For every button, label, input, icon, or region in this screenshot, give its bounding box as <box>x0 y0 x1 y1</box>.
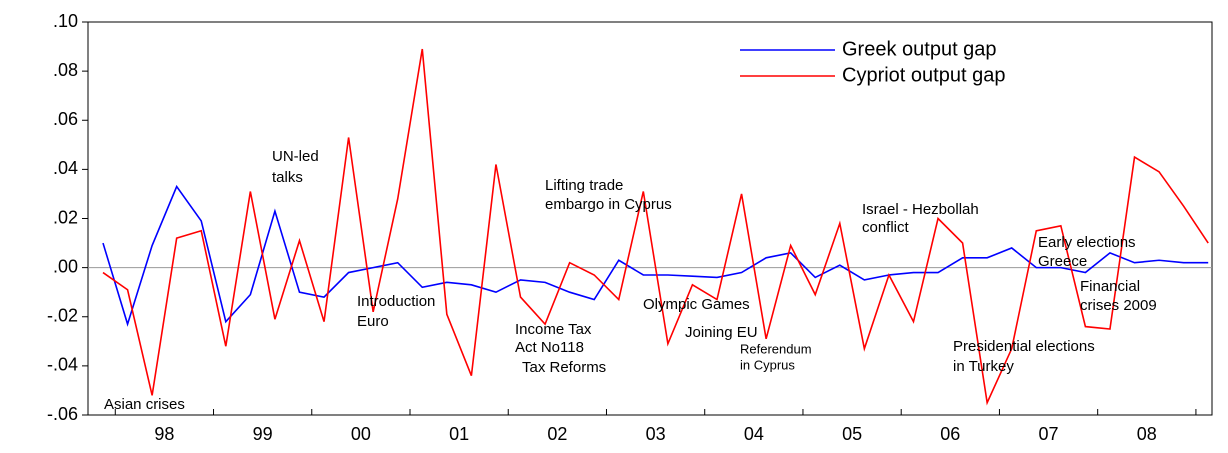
y-tick-label: -.04 <box>47 355 78 375</box>
annotation: crises 2009 <box>1080 297 1157 314</box>
annotation: Presidential elections <box>953 338 1095 355</box>
series-line <box>102 184 1209 327</box>
annotation: Olympic Games <box>643 296 750 313</box>
annotation: Income Tax <box>515 321 592 338</box>
y-tick-label: .02 <box>53 207 78 227</box>
series-line <box>102 48 1209 406</box>
x-tick-label: 98 <box>154 424 174 444</box>
annotation: Greece <box>1038 253 1087 270</box>
x-tick-label: 08 <box>1137 424 1157 444</box>
x-tick-label: 04 <box>744 424 764 444</box>
annotation: Joining EU <box>685 324 758 341</box>
annotation: Act No118 <box>515 339 584 356</box>
x-tick-label: 01 <box>449 424 469 444</box>
legend-label: Cypriot output gap <box>842 64 1005 86</box>
annotation: Euro <box>357 313 389 330</box>
y-tick-label: .08 <box>53 60 78 80</box>
y-tick-label: .06 <box>53 109 78 129</box>
x-tick-label: 06 <box>940 424 960 444</box>
y-tick-label: -.06 <box>47 404 78 424</box>
legend-label: Greek output gap <box>842 38 997 60</box>
annotation: Asian crises <box>104 396 185 413</box>
annotation: embargo in Cyprus <box>545 196 672 213</box>
y-tick-label: .04 <box>53 158 78 178</box>
annotation: Financial <box>1080 278 1140 295</box>
annotation: Early elections <box>1038 234 1136 251</box>
x-tick-label: 00 <box>351 424 371 444</box>
x-tick-label: 07 <box>1039 424 1059 444</box>
annotation: conflict <box>862 219 910 236</box>
x-tick-label: 05 <box>842 424 862 444</box>
annotation: in Cyprus <box>740 357 795 372</box>
annotation: UN-led <box>272 148 319 165</box>
x-tick-label: 03 <box>646 424 666 444</box>
annotation: Israel - Hezbollah <box>862 201 979 218</box>
plot-frame <box>87 21 1213 416</box>
annotation: Tax Reforms <box>522 359 606 376</box>
annotation: in Turkey <box>953 358 1014 375</box>
y-tick-label: -.02 <box>47 306 78 326</box>
y-tick-label: .10 <box>53 11 78 31</box>
x-tick-label: 02 <box>547 424 567 444</box>
annotation: Referendum <box>740 341 812 356</box>
x-tick-label: 99 <box>253 424 273 444</box>
y-tick-label: .00 <box>53 256 78 276</box>
annotation: Lifting trade <box>545 177 623 194</box>
annotation: talks <box>272 169 303 186</box>
annotation: Introduction <box>357 293 435 310</box>
